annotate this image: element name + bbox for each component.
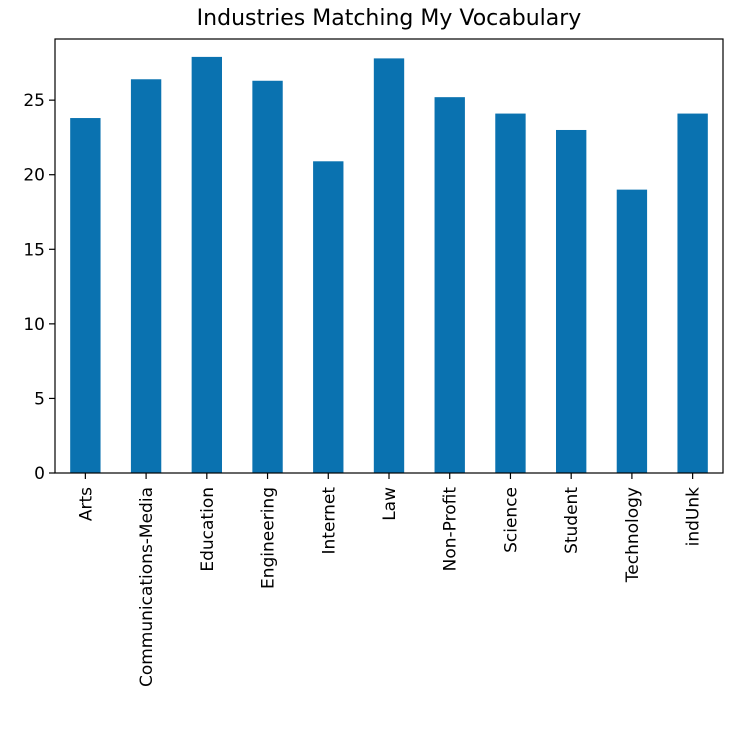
plot-frame: [54, 38, 724, 474]
bar-technology: [616, 189, 648, 473]
x-tick-label: Education: [198, 487, 218, 572]
x-tick-label: Internet: [319, 487, 339, 555]
bar-student: [556, 129, 587, 473]
x-axis: Arts Communications-Media Education Enginee…: [76, 473, 704, 687]
bars-group: [70, 56, 708, 474]
bar-indunk: [677, 113, 708, 474]
bar-law: [373, 58, 405, 474]
x-tick-label: indUnk: [684, 487, 704, 547]
y-tick-label: 25: [23, 91, 45, 111]
y-tick-label: 10: [23, 315, 45, 335]
x-tick-label: Science: [501, 487, 521, 553]
y-tick-label: 15: [23, 240, 45, 260]
x-tick-label: Non-Profit: [441, 487, 461, 572]
y-tick-label: 5: [34, 389, 45, 409]
bar-communications-media: [130, 79, 162, 474]
bar-education: [191, 56, 222, 473]
bar-internet: [313, 161, 344, 473]
y-axis: 0 5 10 15 20 25: [23, 91, 55, 484]
x-tick-label: Law: [380, 487, 400, 521]
x-tick-label: Arts: [76, 487, 96, 521]
chart-title: Industries Matching My Vocabulary: [197, 6, 582, 31]
x-tick-label: Student: [562, 487, 582, 554]
y-tick-label: 20: [23, 166, 45, 186]
bar-science: [495, 113, 526, 474]
x-tick-label: Communications-Media: [137, 487, 157, 687]
bar-non-profit: [434, 97, 465, 473]
bar-arts: [70, 118, 101, 473]
y-tick-label: 0: [34, 464, 45, 484]
x-tick-label: Technology: [623, 487, 643, 583]
bar-engineering: [252, 80, 283, 473]
x-tick-label: Engineering: [259, 487, 279, 589]
